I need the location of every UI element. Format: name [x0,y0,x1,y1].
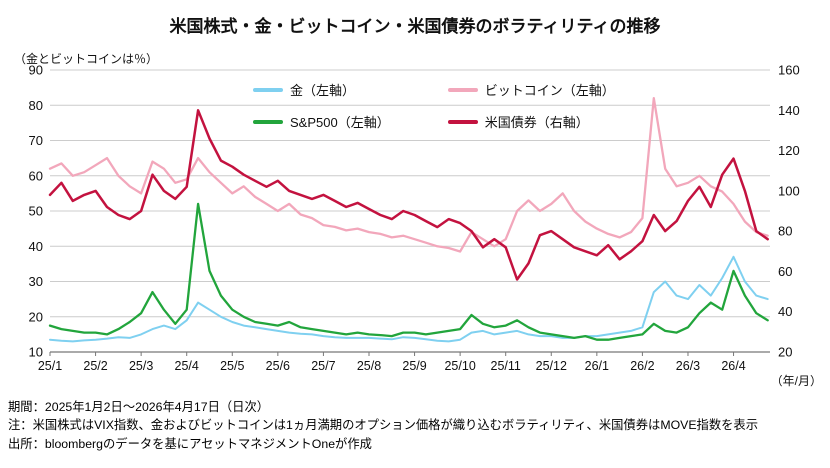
svg-text:40: 40 [778,304,792,319]
svg-text:26/1: 26/1 [585,359,609,373]
footnote-definition: 注：米国株式はVIX指数、金およびビットコインは1ヵ月満期のオプション価格が織り… [8,418,759,433]
bonds-line-swatch [447,119,478,124]
svg-text:20: 20 [29,309,43,324]
svg-text:25/8: 25/8 [357,359,381,373]
svg-text:10: 10 [29,345,43,360]
svg-text:80: 80 [778,224,792,239]
svg-text:25/7: 25/7 [311,359,335,373]
legend-item-bonds: 米国債券（右軸） [447,112,615,131]
svg-text:20: 20 [778,345,792,360]
x-axis-labels: 25/1 25/2 25/3 25/4 25/5 25/6 25/7 25/8 25/9 25/1… [38,352,822,388]
footnote-period: 期間：2025年1月2日～2026年4月17日（日次） [8,400,270,414]
right-axis-labels: 20 40 60 80 100 120 140 160 [778,63,800,360]
svg-text:25/3: 25/3 [129,359,153,373]
bitcoin-line-swatch [447,87,478,92]
svg-text:26/2: 26/2 [630,359,654,373]
legend-label-sp500: S&P500（左軸） [290,115,390,130]
svg-text:26/4: 26/4 [721,359,745,373]
footnote-source: 出所：bloombergのデータを基にアセットマネジメントOneが作成 [8,436,372,451]
svg-text:25/12: 25/12 [536,359,567,373]
legend-item-sp500: S&P500（左軸） [253,112,390,131]
svg-text:140: 140 [778,103,800,118]
bitcoin-line [48,97,769,253]
svg-text:25/9: 25/9 [402,359,426,373]
svg-text:30: 30 [29,274,43,289]
svg-text:25/1: 25/1 [38,359,62,373]
svg-text:26/3: 26/3 [676,359,700,373]
svg-text:80: 80 [29,98,43,113]
svg-text:50: 50 [29,204,43,219]
chart-title: 米国株式・金・ビットコイン・米国債券のボラティリティの推移 [169,17,661,36]
gold-line [49,255,769,343]
legend-label-bonds: 米国債券（右軸） [484,115,589,130]
left-axis-unit-note: （金とビットコインは％） [14,52,159,66]
sp500-line-swatch [253,119,283,124]
legend-label-bitcoin: ビットコイン（左軸） [484,83,615,98]
legend-item-gold: 金（左軸） [253,80,390,99]
sp500-line [48,202,769,341]
svg-text:120: 120 [778,143,800,158]
legend-item-bitcoin: ビットコイン（左軸） [447,80,615,99]
svg-text:25/4: 25/4 [175,359,199,373]
svg-text:60: 60 [29,168,43,183]
gold-line-swatch [253,87,283,92]
svg-text:25/5: 25/5 [220,359,244,373]
footnotes: 期間：2025年1月2日～2026年4月17日（日次） 注：米国株式はVIX指数… [8,398,828,453]
line-chart: 10 20 30 40 50 60 70 80 90 20 40 60 80 100 120 140 160 25… [29,63,822,389]
svg-text:160: 160 [778,63,800,78]
svg-text:90: 90 [29,63,43,78]
legend: 金（左軸） ビットコイン（左軸） S&P500（左軸） 米国債券（右軸） [253,80,615,131]
left-axis-labels: 10 20 30 40 50 60 70 80 90 [29,63,43,360]
x-axis-unit: （年/月） [771,374,822,388]
svg-text:25/2: 25/2 [83,359,107,373]
svg-text:70: 70 [29,133,43,148]
svg-text:25/6: 25/6 [266,359,290,373]
svg-text:25/10: 25/10 [444,359,475,373]
svg-text:40: 40 [29,239,43,254]
legend-label-gold: 金（左軸） [290,83,356,98]
svg-text:100: 100 [778,183,800,198]
bonds-line [48,109,769,281]
svg-text:60: 60 [778,264,792,279]
svg-text:25/11: 25/11 [491,359,521,373]
